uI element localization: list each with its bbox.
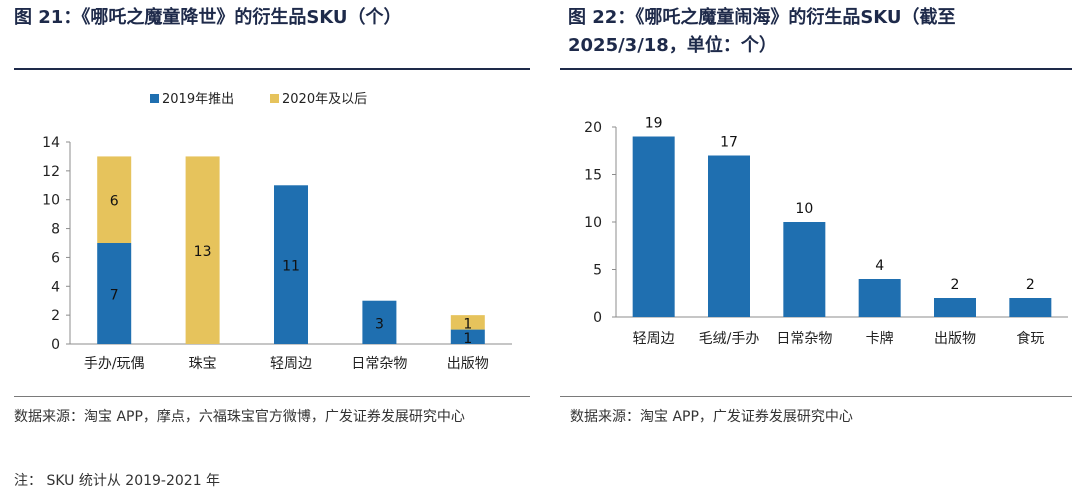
left-note: 注： SKU 统计从 2019-2021 年 xyxy=(14,473,221,489)
left-bar-series1 xyxy=(450,329,485,344)
right-x-tick-label: 轻周边 xyxy=(633,331,675,347)
left-y-tick-label: 10 xyxy=(42,193,60,209)
left-bar-data-label: 7 xyxy=(110,288,119,304)
right-bar-data-label: 4 xyxy=(875,258,884,274)
right-bar xyxy=(783,222,826,317)
right-x-tick-label: 出版物 xyxy=(934,331,976,347)
right-bar xyxy=(632,136,675,317)
left-legend-label-2: 2020年及以后 xyxy=(282,92,367,107)
left-bar-data-label: 1 xyxy=(463,331,472,347)
left-y-tick-label: 12 xyxy=(42,164,60,180)
left-bar-data-label: 11 xyxy=(282,259,300,275)
right-y-tick-label: 0 xyxy=(593,310,602,326)
right-top-rule xyxy=(560,68,1072,70)
left-bar-data-label: 3 xyxy=(375,316,384,332)
right-y-tick-label: 5 xyxy=(593,263,602,279)
left-x-tick-label: 出版物 xyxy=(447,356,489,372)
right-bottom-rule xyxy=(560,396,1072,397)
right-x-tick-label: 卡牌 xyxy=(866,330,894,347)
left-x-tick-label: 日常杂物 xyxy=(351,356,407,372)
left-bar-series2 xyxy=(450,315,485,330)
right-bar-data-label: 2 xyxy=(1026,277,1035,293)
right-bar-data-label: 10 xyxy=(795,201,813,217)
right-bar-data-label: 19 xyxy=(645,116,663,132)
left-x-tick-label: 珠宝 xyxy=(189,356,217,372)
right-bar-data-label: 2 xyxy=(951,277,960,293)
left-y-tick-label: 6 xyxy=(51,250,60,266)
right-bar xyxy=(1009,298,1052,317)
left-top-rule xyxy=(14,68,530,70)
right-y-tick-label: 20 xyxy=(584,120,602,136)
left-bar-series2 xyxy=(185,156,220,344)
left-legend-label-1: 2019年推出 xyxy=(162,92,234,107)
right-x-tick-label: 日常杂物 xyxy=(776,331,832,347)
right-title-line-1: 图 22：《哪吒之魔童闹海》的衍生品SKU（截至 xyxy=(568,7,956,28)
right-source: 数据来源：淘宝 APP，广发证券发展研究中心 xyxy=(570,409,853,425)
right-figure-title: 图 22：《哪吒之魔童闹海》的衍生品SKU（截至 2025/3/18，单位：个） xyxy=(568,4,1068,60)
right-bar-data-label: 17 xyxy=(720,135,738,151)
left-y-tick-label: 4 xyxy=(51,279,60,295)
left-y-tick-label: 8 xyxy=(51,222,60,238)
left-bottom-rule xyxy=(14,396,530,397)
left-source: 数据来源：淘宝 APP，摩点，六福珠宝官方微博，广发证券发展研究中心 xyxy=(14,409,465,425)
right-x-tick-label: 食玩 xyxy=(1016,330,1044,347)
left-x-tick-label: 手办/玩偶 xyxy=(84,356,145,372)
left-x-tick-label: 轻周边 xyxy=(270,356,312,372)
right-bar xyxy=(858,279,901,317)
left-bar-data-label: 1 xyxy=(463,316,472,332)
left-bar-data-label: 6 xyxy=(110,194,119,210)
right-title-line-2: 2025/3/18，单位：个） xyxy=(568,35,777,56)
left-y-tick-label: 0 xyxy=(51,337,60,353)
right-bar xyxy=(934,298,976,317)
left-figure-title: 图 21：《哪吒之魔童降世》的衍生品SKU（个） xyxy=(14,7,402,28)
right-bar xyxy=(708,155,750,317)
left-bar-data-label: 13 xyxy=(194,244,212,260)
left-legend-swatch-2 xyxy=(270,94,279,103)
left-bar-series1 xyxy=(362,300,397,344)
left-y-tick-label: 14 xyxy=(42,135,60,151)
left-bar-series2 xyxy=(97,156,132,243)
left-bar-series1 xyxy=(97,243,132,344)
left-bar-series1 xyxy=(274,185,308,344)
right-y-tick-label: 10 xyxy=(584,215,602,231)
right-x-tick-label: 毛绒/手办 xyxy=(699,331,760,347)
left-y-tick-label: 2 xyxy=(51,308,60,324)
left-legend-swatch-1 xyxy=(150,94,159,103)
right-y-tick-label: 15 xyxy=(584,168,602,184)
